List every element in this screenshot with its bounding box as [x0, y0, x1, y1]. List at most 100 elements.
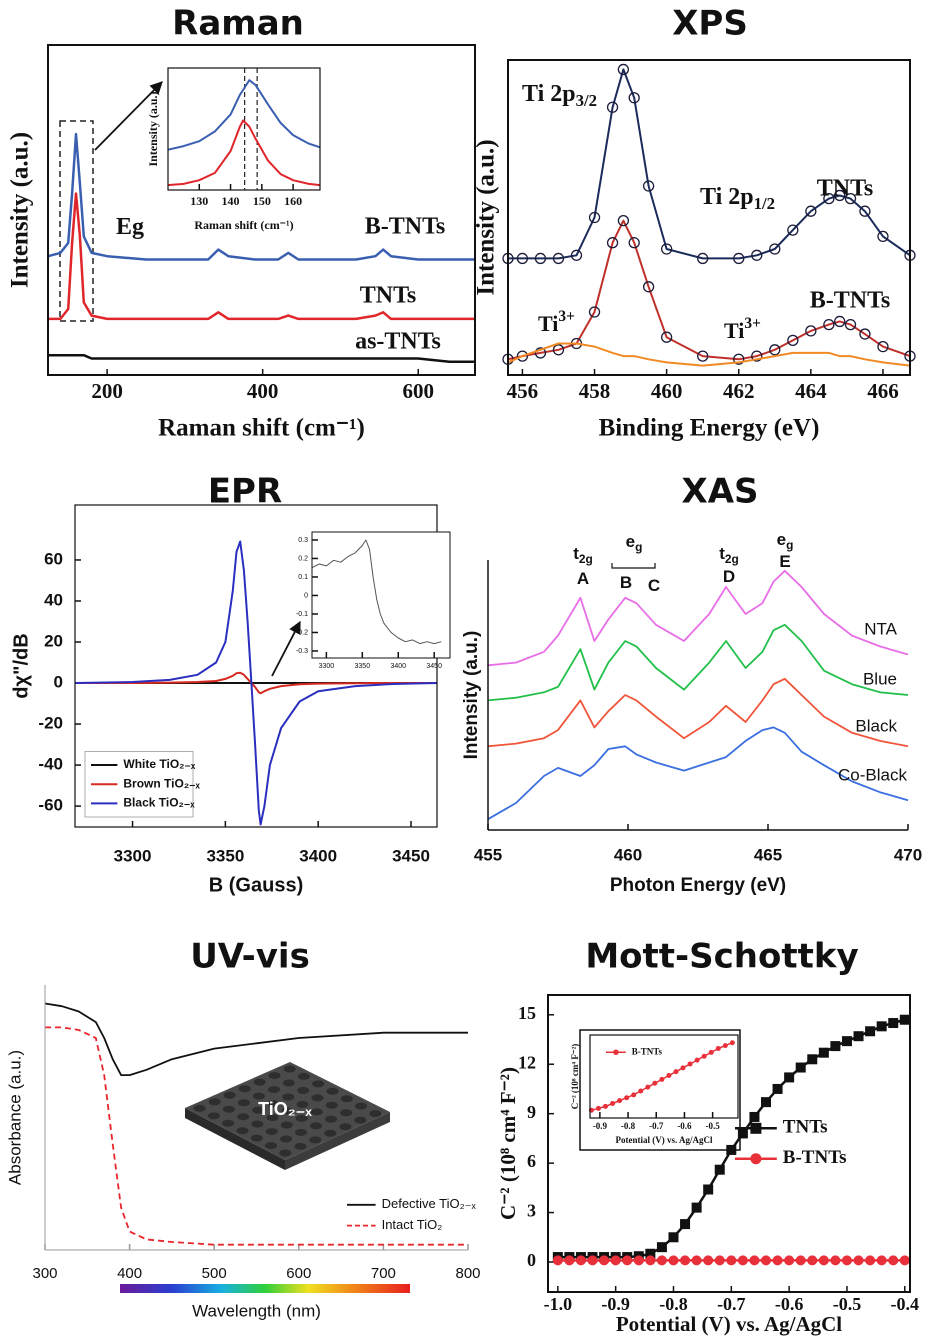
data-point [888, 1255, 898, 1265]
x-axis-label: Wavelength (nm) [192, 1301, 321, 1320]
data-point [749, 1112, 759, 1122]
data-point [631, 1092, 636, 1097]
dimple [208, 1112, 220, 1119]
y-tick-label: 60 [44, 549, 63, 568]
annotation-subscript: 2g [725, 552, 739, 566]
annotation: E [779, 552, 790, 571]
chart-title: Raman [172, 4, 304, 44]
chart-title: XPS [672, 4, 748, 44]
inset-background [312, 532, 450, 658]
dimple [279, 1150, 291, 1157]
dimple [369, 1110, 381, 1117]
data-point [692, 1255, 702, 1265]
dimple [224, 1092, 236, 1099]
x-tick-label: 500 [202, 1265, 227, 1282]
x-tick-label: 600 [402, 379, 434, 403]
x-tick-label: 200 [91, 379, 123, 403]
data-point [657, 1255, 667, 1265]
data-point [668, 1255, 678, 1265]
data-point [750, 1153, 761, 1164]
data-point [553, 1255, 563, 1265]
x-tick-label: -0.4 [891, 1294, 920, 1314]
y-tick-label: 20 [44, 631, 63, 650]
data-point [611, 1255, 621, 1265]
data-point [761, 1097, 771, 1107]
x-axis-label: Raman shift (cm⁻¹) [158, 415, 365, 442]
annotation-text: D [723, 567, 735, 586]
x-tick-label: 140 [222, 194, 240, 208]
dimple [281, 1122, 293, 1129]
data-point [784, 1255, 794, 1265]
data-point [695, 1058, 700, 1063]
annotation-text: Eg [116, 214, 144, 240]
data-point [796, 1063, 806, 1073]
annotation-text: A [577, 569, 589, 588]
dimple [238, 1099, 250, 1106]
dimple [355, 1103, 367, 1110]
annotation: A [577, 569, 589, 588]
y-axis-label: C⁻² (10⁸ cm⁴ F⁻²) [570, 1044, 580, 1110]
annotation-text: E [779, 552, 790, 571]
dimple [354, 1117, 366, 1124]
y-tick-label: -20 [38, 714, 63, 733]
dimple [237, 1113, 249, 1120]
y-axis-label: C⁻² (10⁸ cm⁴ F⁻²) [496, 1067, 520, 1220]
x-axis-label: Photon Energy (eV) [610, 875, 786, 896]
annotation-subscript: g [635, 540, 642, 554]
data-point [842, 1036, 852, 1046]
dimple [295, 1129, 307, 1136]
x-tick-label: -0.7 [649, 1121, 664, 1131]
x-tick-label: 455 [474, 845, 502, 864]
annotation-text: Ti 2p [700, 184, 754, 210]
y-axis-label: dχ"/dB [10, 633, 32, 698]
data-point [576, 1255, 586, 1265]
dimple [312, 1080, 324, 1087]
series-label: TNTs [817, 176, 873, 202]
data-point [564, 1255, 574, 1265]
y-tick-label: 12 [518, 1052, 536, 1072]
legend-label: Defective TiO₂₋ₓ [382, 1196, 477, 1211]
x-tick-label: 400 [247, 379, 279, 403]
x-tick-label: 3400 [299, 846, 337, 865]
series-label: as-TNTs [355, 329, 441, 355]
dimple [310, 1122, 322, 1129]
figure: Raman200400600Raman shift (cm⁻¹)Intensit… [0, 0, 929, 1338]
y-axis-label: Intensity (a.u.) [461, 631, 482, 760]
dimple [194, 1105, 206, 1112]
x-tick-label: 464 [795, 379, 827, 403]
dimple [298, 1073, 310, 1080]
y-axis-label: Intensity (a.u.) [146, 91, 160, 166]
dimple [341, 1095, 353, 1102]
x-tick-label: 460 [651, 379, 683, 403]
annotation: C [648, 576, 660, 595]
dimple [251, 1135, 263, 1142]
dimple [311, 1108, 323, 1115]
data-point [681, 1065, 686, 1070]
dimple [340, 1109, 352, 1116]
data-point [703, 1184, 713, 1194]
data-point [680, 1255, 690, 1265]
dimple [309, 1136, 321, 1143]
series-label: Co-Black [838, 765, 907, 784]
x-tick-label: 150 [253, 194, 271, 208]
data-point [796, 1255, 806, 1265]
data-point [784, 1072, 794, 1082]
chart-title: UV-vis [190, 937, 310, 977]
data-point [617, 1098, 622, 1103]
dimple [280, 1136, 292, 1143]
data-point [888, 1018, 898, 1028]
y-tick-label: 0.2 [298, 555, 308, 562]
dimple [294, 1143, 306, 1150]
x-tick-label: -1.0 [544, 1294, 573, 1314]
legend-label: TNTs [783, 1117, 828, 1138]
data-point [715, 1255, 725, 1265]
x-tick-label: -0.8 [621, 1121, 636, 1131]
data-point [773, 1255, 783, 1265]
data-point [715, 1165, 725, 1175]
x-tick-label: 700 [371, 1265, 396, 1282]
annotation: Eg [116, 214, 144, 240]
y-tick-label: 0 [304, 592, 308, 599]
legend-label: Intact TiO₂ [382, 1217, 443, 1232]
data-point [842, 1255, 852, 1265]
